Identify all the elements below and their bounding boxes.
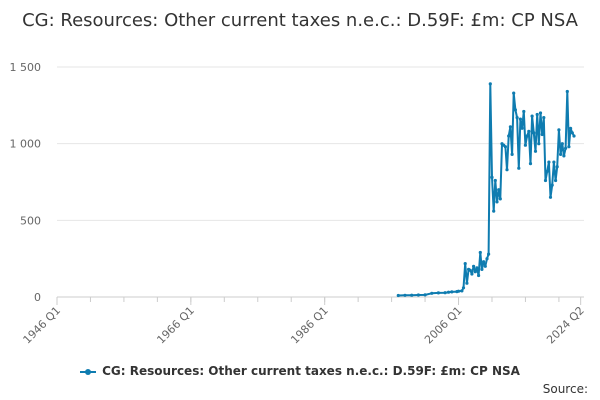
data-point [497, 188, 501, 192]
y-tick-label: 1 000 [10, 138, 42, 151]
data-point [528, 162, 533, 166]
legend[interactable]: CG: Resources: Other current taxes n.e.c… [0, 364, 600, 378]
data-point [485, 257, 489, 261]
data-point [430, 291, 434, 295]
data-point [477, 273, 481, 278]
data-point [538, 111, 543, 115]
y-tick-label: 1 500 [10, 61, 42, 74]
data-point [403, 293, 407, 297]
data-point [470, 272, 474, 276]
data-point [533, 149, 538, 153]
data-point [472, 264, 476, 268]
data-point [547, 160, 551, 164]
data-point [530, 114, 534, 118]
data-point [510, 152, 514, 156]
data-point [565, 89, 569, 94]
data-point [507, 134, 511, 138]
data-point [545, 169, 549, 173]
x-tick-label: 1966 Q1 [154, 304, 197, 347]
data-point [532, 131, 536, 135]
data-point [559, 152, 563, 156]
data-point [446, 290, 451, 294]
y-tick-label: 500 [20, 214, 41, 227]
x-tick-label: 1986 Q1 [288, 304, 331, 347]
data-point [572, 134, 576, 138]
x-tick-label: 2024 Q2 [544, 304, 587, 347]
data-point [465, 281, 469, 285]
data-point [475, 266, 479, 270]
data-point [450, 290, 454, 294]
y-axis: 0 500 1 000 1 500 [10, 61, 42, 304]
data-point [552, 160, 556, 164]
data-point [480, 267, 484, 271]
data-point [557, 128, 561, 132]
legend-label: CG: Resources: Other current taxes n.e.c… [102, 364, 520, 378]
x-axis: 1946 Q1 1966 Q1 1986 Q1 2006 Q1 2024 Q2 [21, 297, 587, 346]
data-point [503, 145, 507, 149]
data-point [508, 125, 512, 129]
grid-lines [57, 66, 584, 298]
data-point [488, 82, 492, 86]
data-point [567, 145, 571, 149]
data-point [513, 108, 518, 112]
legend-swatch [80, 368, 97, 375]
data-point [515, 116, 519, 120]
y-tick-label: 0 [34, 291, 41, 304]
data-point [498, 197, 502, 201]
data-point [542, 116, 546, 120]
data-point [512, 91, 516, 95]
data-point [540, 132, 544, 137]
data-point [436, 291, 440, 295]
data-point [520, 126, 524, 130]
data-point [423, 293, 427, 297]
data-point [396, 293, 400, 298]
data-point [562, 154, 566, 158]
data-point [570, 131, 574, 135]
data-point [493, 178, 497, 183]
chart-title: CG: Resources: Other current taxes n.e.c… [22, 10, 578, 31]
data-point [555, 165, 559, 169]
data-point [569, 126, 573, 130]
data-point [554, 178, 558, 183]
source-label: Source: [542, 382, 588, 396]
data-point [527, 129, 531, 133]
data-point [456, 289, 461, 293]
data-point [490, 175, 494, 179]
data-point [492, 209, 496, 213]
data-point [517, 166, 521, 170]
data-point [483, 264, 487, 268]
data-point [505, 168, 509, 172]
data-point [522, 109, 526, 114]
data-point [460, 289, 464, 293]
series-group [396, 82, 576, 298]
data-point [495, 200, 499, 204]
data-point [487, 252, 491, 256]
data-point [478, 250, 482, 255]
x-tick-label: 2006 Q1 [422, 304, 465, 347]
data-point [523, 143, 528, 147]
data-point [535, 112, 539, 117]
data-point [468, 268, 472, 272]
data-point [443, 291, 447, 295]
data-point [560, 142, 564, 146]
data-point [564, 146, 568, 150]
data-point [482, 260, 486, 264]
data-point [537, 142, 541, 146]
data-point [463, 262, 467, 266]
data-point [525, 134, 529, 138]
data-point [550, 183, 554, 187]
x-tick-label: 1946 Q1 [21, 304, 64, 347]
data-point [461, 286, 466, 290]
data-point [548, 195, 553, 199]
data-point [416, 293, 420, 297]
data-point [518, 117, 523, 121]
data-point [473, 270, 477, 274]
data-point [410, 293, 414, 297]
data-point [543, 178, 548, 183]
series-line [398, 82, 575, 297]
